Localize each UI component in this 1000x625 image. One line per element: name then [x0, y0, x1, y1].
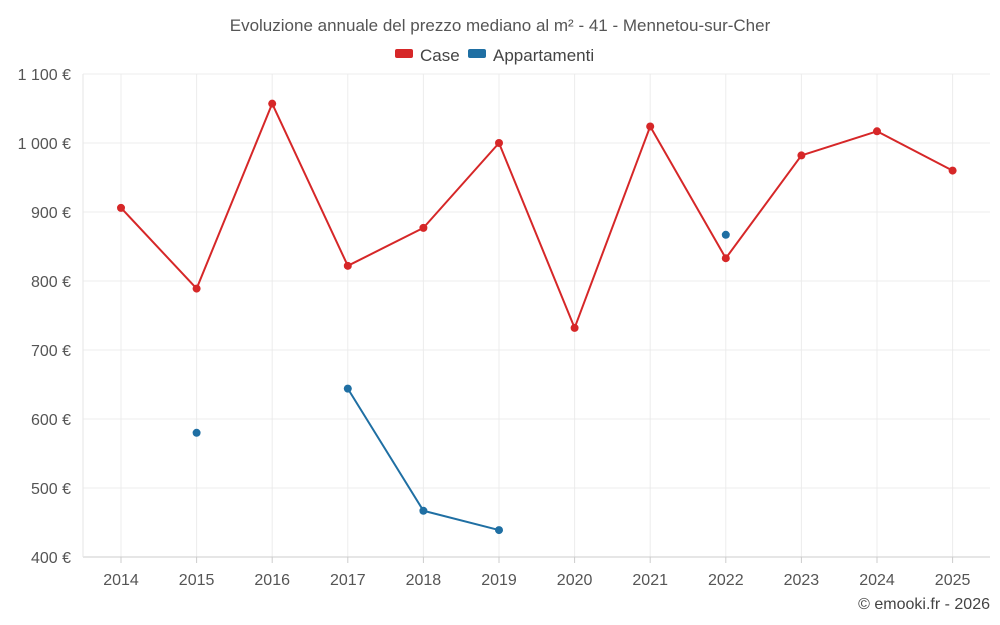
legend-item-appartamenti[interactable]: Appartamenti	[468, 46, 594, 65]
data-point-case-2015[interactable]	[192, 284, 201, 293]
legend-item-case[interactable]: Case	[395, 46, 460, 65]
data-point-appartamenti-2019[interactable]	[495, 526, 503, 535]
x-tick-label: 2018	[406, 572, 442, 589]
x-tick-label: 2014	[103, 572, 139, 589]
data-point-case-2018[interactable]	[419, 223, 428, 232]
data-point-case-2021[interactable]	[646, 122, 655, 131]
y-tick-label: 1 000 €	[18, 136, 71, 153]
x-tick-label: 2017	[330, 572, 366, 589]
x-tick-label: 2021	[632, 572, 668, 589]
y-tick-label: 600 €	[31, 412, 71, 429]
chart-title: Evoluzione annuale del prezzo mediano al…	[230, 16, 771, 35]
data-point-appartamenti-2022[interactable]	[721, 230, 730, 239]
y-tick-label: 1 100 €	[18, 67, 71, 84]
y-tick-label: 400 €	[31, 550, 71, 567]
data-point-appartamenti-2015[interactable]	[192, 428, 201, 437]
data-point-case-2016[interactable]	[268, 99, 277, 108]
y-tick-label: 500 €	[31, 481, 71, 498]
credit-text: © emooki.fr - 2026	[858, 596, 990, 613]
x-tick-label: 2020	[557, 572, 593, 589]
data-point-case-2014[interactable]	[117, 203, 125, 212]
legend-swatch-case	[395, 49, 413, 58]
axes: 400 € 500 € 600 € 700 € 800 € 900 € 1 000 € 1 1…	[18, 67, 990, 589]
series-line-case	[120, 102, 954, 329]
data-point-case-2025[interactable]	[948, 166, 957, 175]
data-point-appartamenti-2017[interactable]	[343, 384, 352, 393]
data-point-case-2022[interactable]	[721, 254, 730, 263]
x-tick-label: 2019	[481, 572, 517, 589]
data-point-case-2023[interactable]	[797, 151, 806, 160]
x-tick-label: 2022	[708, 572, 744, 589]
data-point-case-2017[interactable]	[343, 261, 352, 270]
x-tick-label: 2016	[254, 572, 290, 589]
data-point-case-2020[interactable]	[570, 323, 579, 332]
data-point-case-2019[interactable]	[495, 139, 503, 147]
legend: Case Appartamenti	[395, 46, 594, 65]
legend-swatch-appartamenti	[468, 49, 486, 58]
legend-label-appartamenti: Appartamenti	[493, 46, 594, 65]
data-point-case-2024[interactable]	[873, 127, 881, 136]
y-tick-label: 900 €	[31, 205, 71, 222]
grid	[83, 73, 990, 558]
series	[117, 99, 957, 535]
x-tick-label: 2024	[859, 572, 895, 589]
x-tick-label: 2015	[179, 572, 215, 589]
x-tick-label: 2025	[935, 572, 971, 589]
y-tick-label: 800 €	[31, 274, 71, 291]
data-point-appartamenti-2018[interactable]	[419, 506, 428, 515]
legend-label-case: Case	[420, 46, 460, 65]
y-tick-label: 700 €	[31, 343, 71, 360]
x-tick-label: 2023	[784, 572, 820, 589]
